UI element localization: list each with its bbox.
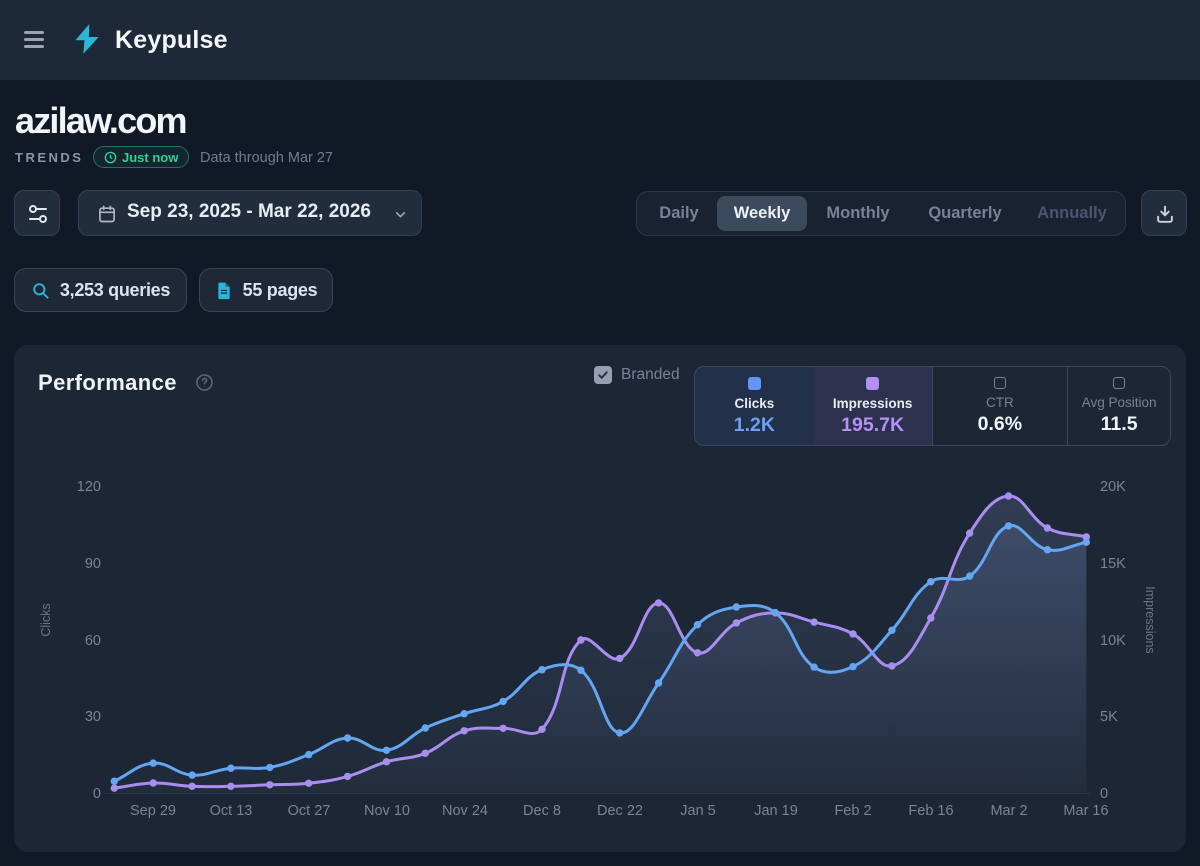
svg-text:Sep 29: Sep 29 [130,803,176,819]
svg-text:Nov 24: Nov 24 [442,803,488,819]
svg-text:60: 60 [85,633,101,649]
svg-text:Mar 16: Mar 16 [1063,803,1108,819]
svg-text:Jan 19: Jan 19 [754,803,798,819]
svg-text:5K: 5K [1100,709,1118,725]
svg-text:Mar 2: Mar 2 [990,803,1027,819]
svg-text:Feb 16: Feb 16 [908,803,953,819]
svg-text:10K: 10K [1100,633,1126,649]
svg-text:Dec 22: Dec 22 [597,803,643,819]
svg-text:Impressions: Impressions [1143,586,1157,653]
svg-text:0: 0 [93,786,101,802]
svg-text:Nov 10: Nov 10 [364,803,410,819]
svg-text:Feb 2: Feb 2 [834,803,871,819]
svg-text:90: 90 [85,556,101,572]
svg-text:Oct 13: Oct 13 [210,803,253,819]
svg-text:Dec 8: Dec 8 [523,803,561,819]
svg-text:Clicks: Clicks [39,603,53,636]
svg-text:120: 120 [77,479,101,495]
svg-text:Oct 27: Oct 27 [288,803,331,819]
svg-text:30: 30 [85,709,101,725]
svg-text:Jan 5: Jan 5 [680,803,715,819]
svg-text:20K: 20K [1100,479,1126,495]
svg-text:15K: 15K [1100,556,1126,572]
svg-text:0: 0 [1100,786,1108,802]
